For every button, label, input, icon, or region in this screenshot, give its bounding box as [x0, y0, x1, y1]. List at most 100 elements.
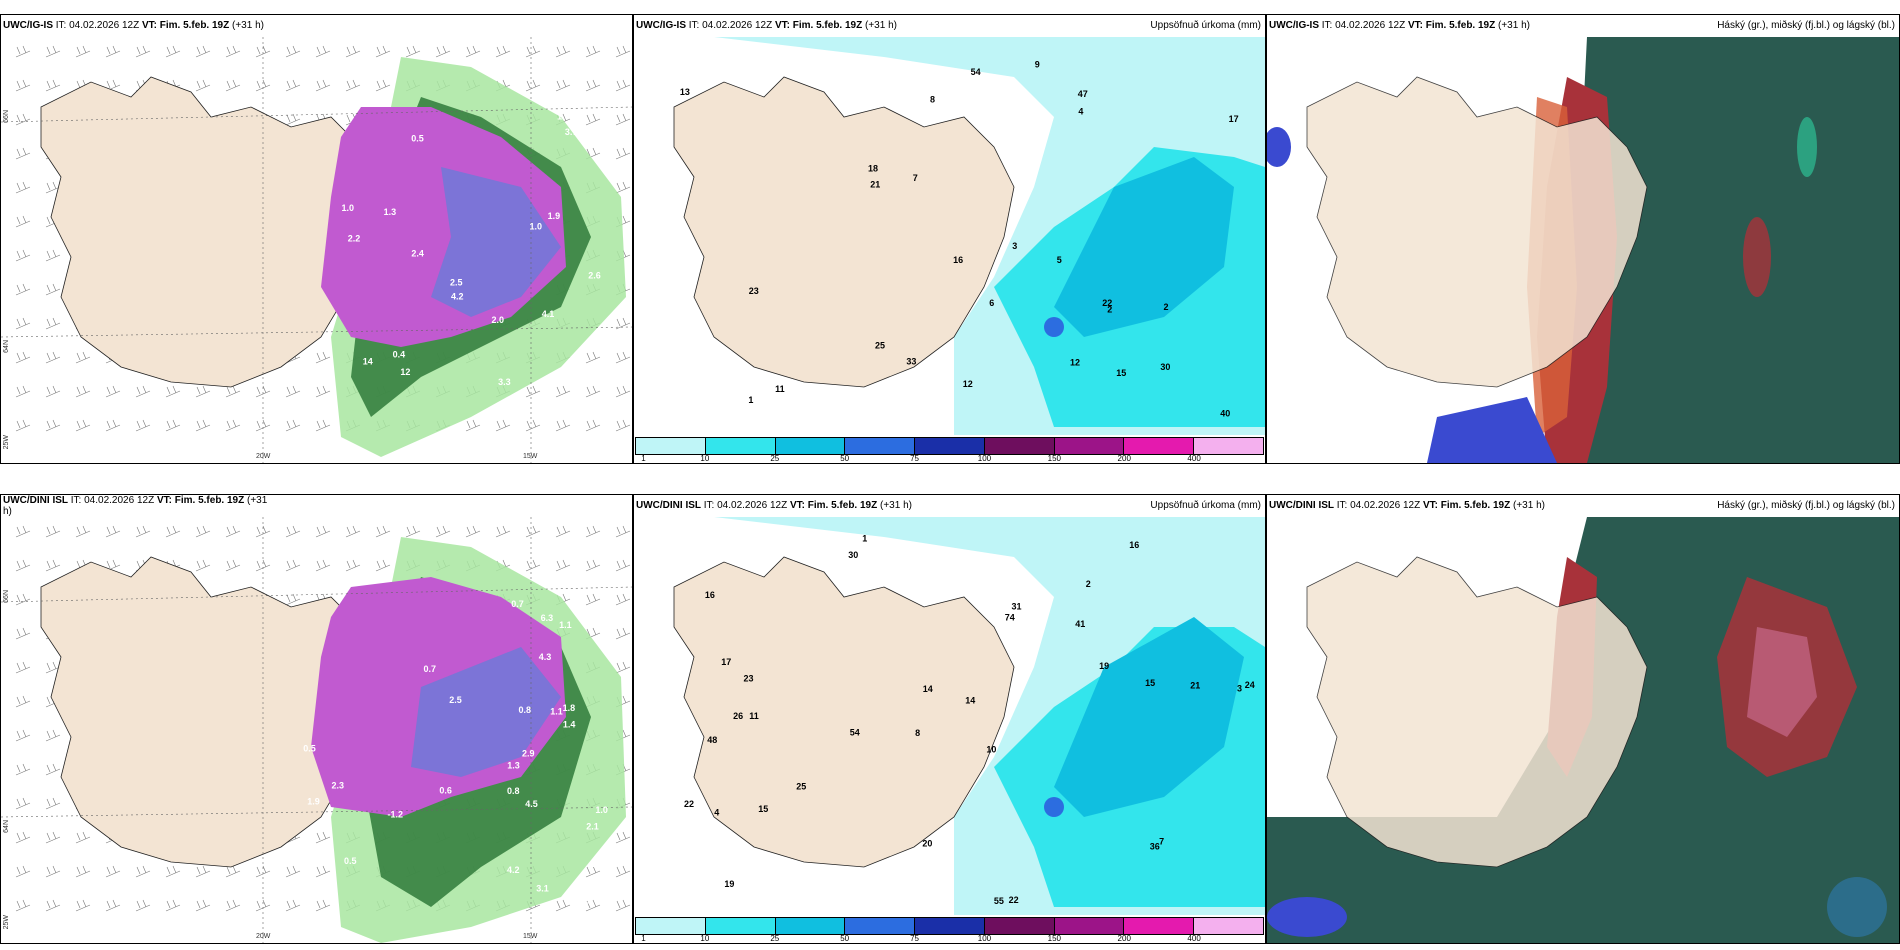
- wind-barb: [45, 317, 61, 330]
- wind-barb: [615, 181, 631, 194]
- value-label: 47: [1078, 89, 1088, 99]
- low-cloud-blue-spot: [1267, 127, 1291, 167]
- wind-barb: [615, 525, 631, 538]
- wind-barb: [195, 385, 211, 398]
- value-label: 3.1: [536, 884, 549, 894]
- wind-barb: [315, 419, 331, 432]
- wind-barb: [345, 525, 361, 538]
- value-label: 17: [721, 657, 731, 667]
- wind-barb: [585, 525, 601, 538]
- value-label: 22: [1102, 298, 1112, 308]
- lat-label: 64N: [3, 820, 10, 835]
- colorbar-swatches: [635, 917, 1264, 935]
- lat-label: 66N: [3, 590, 10, 605]
- wind-map-svg: 0.8 1.0 1.1 2.1 4.2 4.3 1.8 2.5 1.4 3.1 2.91.3 1.9 4…: [1, 517, 632, 943]
- value-label: 22: [684, 799, 694, 809]
- wind-barb: [15, 797, 31, 810]
- wind-barb: [45, 181, 61, 194]
- value-label: 11: [775, 384, 785, 394]
- header-valid-time: VT: Fim. 5.feb. 19Z: [789, 500, 878, 511]
- wind-barb: [75, 831, 91, 844]
- header-lead-time-wrap: h): [3, 506, 12, 517]
- value-label: -1.2: [388, 810, 404, 820]
- value-label: 26: [733, 711, 743, 721]
- wind-panel-ig-is: UWC/IG-IS IT: 04.02.2026 12Z VT: Fim. 5.…: [0, 14, 633, 464]
- wind-barb: [495, 45, 511, 58]
- wind-barb: [555, 79, 571, 92]
- wind-barb: [585, 351, 601, 364]
- value-label: 11: [749, 711, 759, 721]
- wind-barb: [525, 385, 541, 398]
- map-area: 0.8 1.0 1.1 2.1 4.2 4.3 1.8 2.5 1.4 3.1 2.9 1.3 1.9 4…: [1, 517, 632, 943]
- wind-barb: [15, 45, 31, 58]
- wind-barb: [135, 385, 151, 398]
- low-cloud-blue-area: [1427, 397, 1557, 463]
- value-label: 8: [915, 728, 920, 738]
- wind-barb: [195, 525, 211, 538]
- header-init-time: IT: 04.02.2026 12Z: [55, 20, 140, 31]
- value-label: 15: [1116, 368, 1126, 378]
- colorbar-swatch: [1054, 918, 1125, 934]
- header-lead-time: (+31 h): [880, 500, 912, 511]
- map-area: [1267, 517, 1899, 943]
- value-label: 2: [1107, 304, 1112, 314]
- colorbar-swatch: [775, 918, 846, 934]
- value-label: 2.2: [348, 234, 361, 244]
- value-label: 10: [986, 745, 996, 755]
- wind-barb: [465, 419, 481, 432]
- wind-barb: [615, 351, 631, 364]
- wind-barb: [615, 661, 631, 674]
- colorbar-tick-label: 100: [977, 454, 992, 463]
- wind-barb: [15, 385, 31, 398]
- wind-barb: [585, 113, 601, 126]
- value-label: 23: [749, 286, 759, 296]
- wind-barb: [345, 559, 361, 572]
- wind-barb: [555, 899, 571, 912]
- lat-label: 25W: [3, 915, 10, 931]
- wind-barb: [195, 865, 211, 878]
- colorbar-swatch: [705, 438, 776, 454]
- value-label: 25: [875, 341, 885, 351]
- value-label: 48: [707, 735, 717, 745]
- lat-label-64n: 64N: [3, 340, 10, 353]
- lon-label-20w: 20W: [256, 933, 271, 940]
- wind-barb: [435, 525, 451, 538]
- value-label: 1.9: [548, 211, 561, 221]
- wind-barb: [75, 865, 91, 878]
- wind-barb: [615, 865, 631, 878]
- value-label: 1.1: [550, 707, 563, 717]
- value-label: 14: [923, 684, 933, 694]
- wind-barb: [375, 559, 391, 572]
- wind-barb: [345, 45, 361, 58]
- value-label: 14: [363, 357, 373, 367]
- colorbar-swatch: [984, 918, 1055, 934]
- colorbar-swatch: [1054, 438, 1125, 454]
- colorbar-swatch: [915, 918, 985, 934]
- wind-barb: [615, 113, 631, 126]
- cloud-panel-dini-isl: UWC/DINI ISL IT: 04.02.2026 12Z VT: Fim.…: [1266, 494, 1900, 944]
- value-label: 55: [994, 896, 1004, 906]
- value-label: 2.3: [332, 780, 345, 790]
- value-label: 6.3: [541, 613, 554, 623]
- value-label: 25: [796, 782, 806, 792]
- colorbar-tick-label: 50: [840, 454, 850, 463]
- colorbar-tick-label: 10: [700, 454, 710, 463]
- wind-barb: [75, 899, 91, 912]
- header-valid-time: VT: Fim. 5.feb. 19Z: [1422, 500, 1511, 511]
- value-label: 8: [930, 94, 935, 104]
- wind-barb: [15, 351, 31, 364]
- wind-barb: [615, 385, 631, 398]
- value-label: 30: [848, 550, 858, 560]
- wind-barb: [15, 181, 31, 194]
- value-label: 0.7: [424, 664, 437, 674]
- header-valid-time: VT: Fim. 5.feb. 19Z: [156, 495, 245, 506]
- value-label: 0.6: [439, 786, 452, 796]
- panel-header: UWC/IG-IS IT: 04.02.2026 12Z VT: Fim. 5.…: [634, 15, 1265, 37]
- value-label: 3.3: [498, 377, 511, 387]
- iceland-land: [1306, 76, 1648, 388]
- value-label: 4.2: [451, 292, 464, 302]
- cloud-panel-ig-is: UWC/IG-IS IT: 04.02.2026 12Z VT: Fim. 5.…: [1266, 14, 1900, 464]
- wind-barb: [375, 45, 391, 58]
